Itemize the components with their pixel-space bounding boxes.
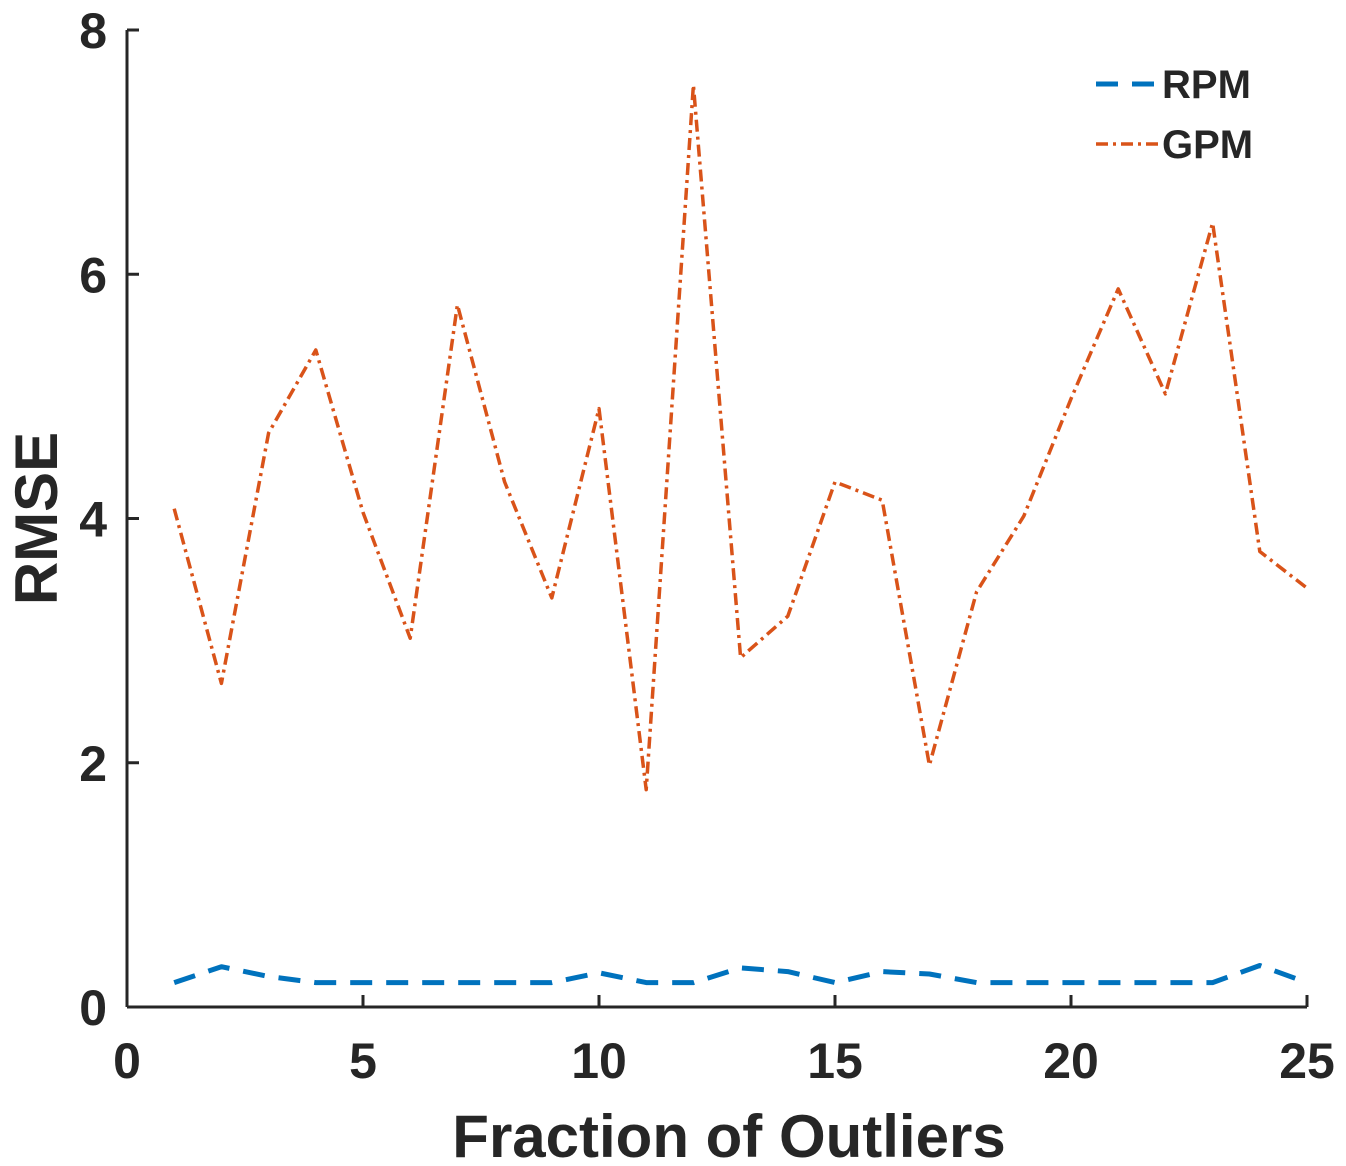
x-tick-label: 5	[349, 1033, 377, 1089]
legend: RPM GPM	[1096, 63, 1253, 167]
x-axis-label: Fraction of Outliers	[452, 1103, 1005, 1166]
x-tick-label: 25	[1279, 1033, 1335, 1089]
x-tick-label: 0	[113, 1033, 141, 1089]
y-tick-label: 0	[79, 980, 107, 1036]
y-axis-label: RMSE	[3, 432, 70, 605]
legend-label-rpm: RPM	[1162, 63, 1251, 107]
legend-label-gpm: GPM	[1162, 123, 1253, 167]
x-tick-label: 15	[807, 1033, 863, 1089]
axes: 0 5 10 15 20 25 0 2 4 6 8	[79, 3, 1335, 1089]
series-line-rpm	[173, 963, 1308, 986]
x-tick-label: 20	[1043, 1033, 1099, 1089]
series-line-gpm	[172, 83, 1309, 792]
y-tick-label: 4	[79, 492, 107, 548]
y-tick-label: 6	[79, 247, 107, 303]
x-tick-label: 10	[571, 1033, 627, 1089]
series-layer	[172, 83, 1309, 986]
y-tick-label: 8	[79, 3, 107, 59]
y-tick-label: 2	[79, 736, 107, 792]
